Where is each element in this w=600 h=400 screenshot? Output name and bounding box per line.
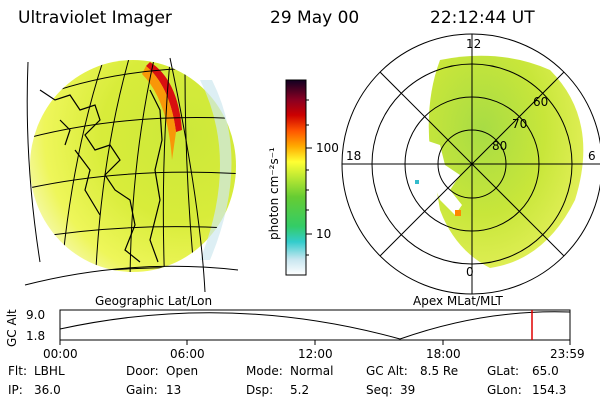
footer-glon-value: 154.3 [532, 383, 567, 397]
mlt-label-18: 18 [346, 149, 362, 163]
geo-grid-outer [24, 57, 239, 293]
footer-gain-value: 13 [166, 383, 182, 397]
orbit-plot-frame [59, 309, 571, 341]
geo-emission-disk [30, 60, 236, 272]
footer-glat-value: 65.0 [532, 364, 559, 378]
geo-panel-label: Geographic Lat/Lon [95, 294, 213, 308]
footer-gain-key: Gain: [126, 383, 158, 397]
polar-panel-label: Apex MLat/MLT [413, 294, 503, 308]
orbit-xtick-0000: 00:00 [43, 347, 78, 361]
footer-glon-key: GLon: [487, 383, 522, 397]
geo-halo [200, 80, 232, 260]
auroral-arc-edge [142, 66, 176, 160]
mlt-label-12: 12 [466, 37, 482, 51]
date-label: 29 May 00 [270, 8, 360, 28]
orbit-xtick-2359: 23:59 [550, 347, 585, 361]
orbit-ylabel: GC Alt [5, 309, 19, 347]
footer-dsp-value: 5.2 [290, 383, 310, 397]
orbit-altitude-curve [59, 311, 571, 340]
footer-flt-key: Flt: [8, 364, 27, 378]
lat-label-70: 70 [512, 117, 528, 131]
footer-dsp-key: Dsp: [246, 383, 274, 397]
lat-label-80: 80 [492, 139, 508, 153]
orbit-xtick-1200: 12:00 [298, 347, 333, 361]
footer-door-value: Open [166, 364, 199, 378]
coastlines [39, 89, 163, 263]
colorbar-label-100: 100 [316, 141, 339, 155]
mlt-label-6: 6 [588, 149, 596, 163]
footer-gcalt-key: GC Alt: [366, 364, 408, 378]
footer-ip-value: 36.0 [34, 383, 61, 397]
polar-image-panel [341, 33, 600, 295]
footer-seq-value: 39 [400, 383, 416, 397]
orbit-xtick-1800: 18:00 [426, 347, 461, 361]
footer-glat-key: GLat: [487, 364, 520, 378]
footer-ip-key: IP: [8, 383, 23, 397]
lat-label-60: 60 [533, 95, 549, 109]
colorbar-label-10: 10 [316, 227, 332, 241]
orbit-xtick-0600: 06:00 [170, 347, 205, 361]
footer-flt-value: LBHL [34, 364, 65, 378]
footer-mode-key: Mode: [246, 364, 283, 378]
colorbar [285, 79, 312, 276]
orbit-ytick-1-8: 1.8 [26, 329, 46, 343]
footer-mode-value: Normal [290, 364, 334, 378]
polar-dark-region [425, 140, 462, 215]
auroral-arc [146, 62, 182, 132]
colorbar-unit-label: photon cm⁻²s⁻¹ [267, 147, 281, 240]
instrument-title: Ultraviolet Imager [18, 8, 172, 28]
footer-door-key: Door: [126, 364, 159, 378]
polar-diag-2 [379, 71, 565, 257]
footer-gcalt-value: 8.5 Re [420, 364, 459, 378]
orbit-ytick-9: 9.0 [26, 308, 46, 322]
time-label: 22:12:44 UT [430, 8, 535, 28]
colorbar-gradient [285, 79, 307, 276]
orbit-plot [59, 309, 571, 345]
mlt-label-0: 0 [466, 265, 474, 279]
footer-seq-key: Seq: [366, 383, 393, 397]
geo-image-panel [24, 57, 239, 293]
